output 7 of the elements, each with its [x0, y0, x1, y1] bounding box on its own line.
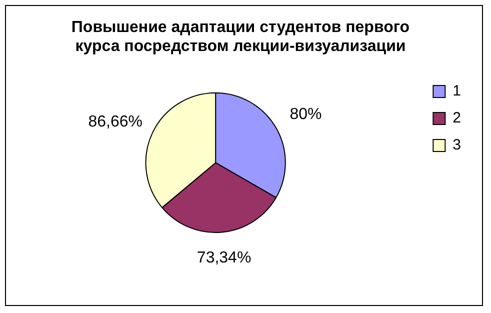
legend-label: 1: [452, 82, 461, 100]
data-label: 80%: [290, 106, 322, 124]
legend-label: 3: [452, 136, 461, 154]
chart-title: Повышение адаптации студентов первого курса посредством лекции-визуализации: [71, 19, 410, 56]
data-label: 86,66%: [88, 114, 143, 131]
data-label: 73,34%: [196, 250, 252, 267]
legend-label: 2: [452, 110, 461, 127]
